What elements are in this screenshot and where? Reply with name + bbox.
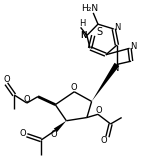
Text: H: H: [79, 19, 85, 28]
Text: O: O: [3, 75, 10, 84]
Text: O: O: [95, 106, 102, 115]
Text: N: N: [81, 31, 87, 40]
Text: O: O: [71, 83, 78, 92]
Text: N: N: [112, 64, 118, 73]
Text: O: O: [101, 136, 108, 145]
Text: N: N: [81, 31, 87, 40]
Text: O: O: [20, 129, 26, 138]
Text: H₂N: H₂N: [82, 4, 99, 13]
Text: O: O: [24, 95, 30, 104]
Polygon shape: [92, 63, 119, 101]
Text: N: N: [130, 42, 137, 51]
Polygon shape: [54, 121, 66, 132]
Text: S: S: [97, 27, 103, 37]
Text: O: O: [50, 130, 57, 139]
Text: N: N: [114, 23, 120, 32]
